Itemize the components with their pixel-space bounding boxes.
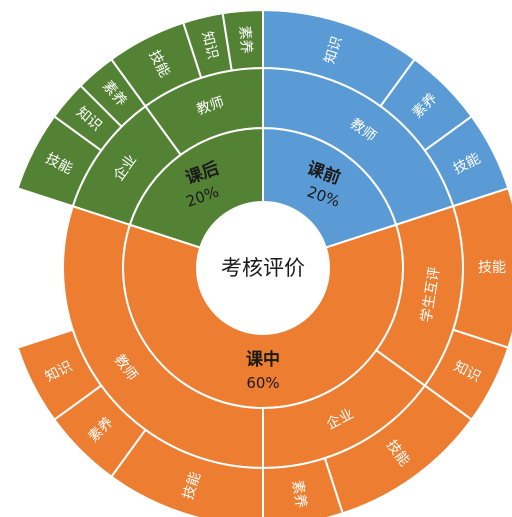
- outer-border: [4, 9, 512, 517]
- segment-percent-in: 60%: [246, 374, 279, 392]
- segment-label-in-enterprise-literacy: 素养: [289, 479, 309, 509]
- segment-label-post-teacher-knowledge: 知识: [198, 30, 221, 61]
- segment-label-in: 课中: [246, 349, 280, 370]
- segment-label-in-peer-skill: 技能: [478, 260, 506, 276]
- center-label: 考核评价: [221, 256, 305, 280]
- center-hole: [197, 202, 329, 334]
- segment-label-post-teacher-literacy: 素养: [236, 25, 254, 54]
